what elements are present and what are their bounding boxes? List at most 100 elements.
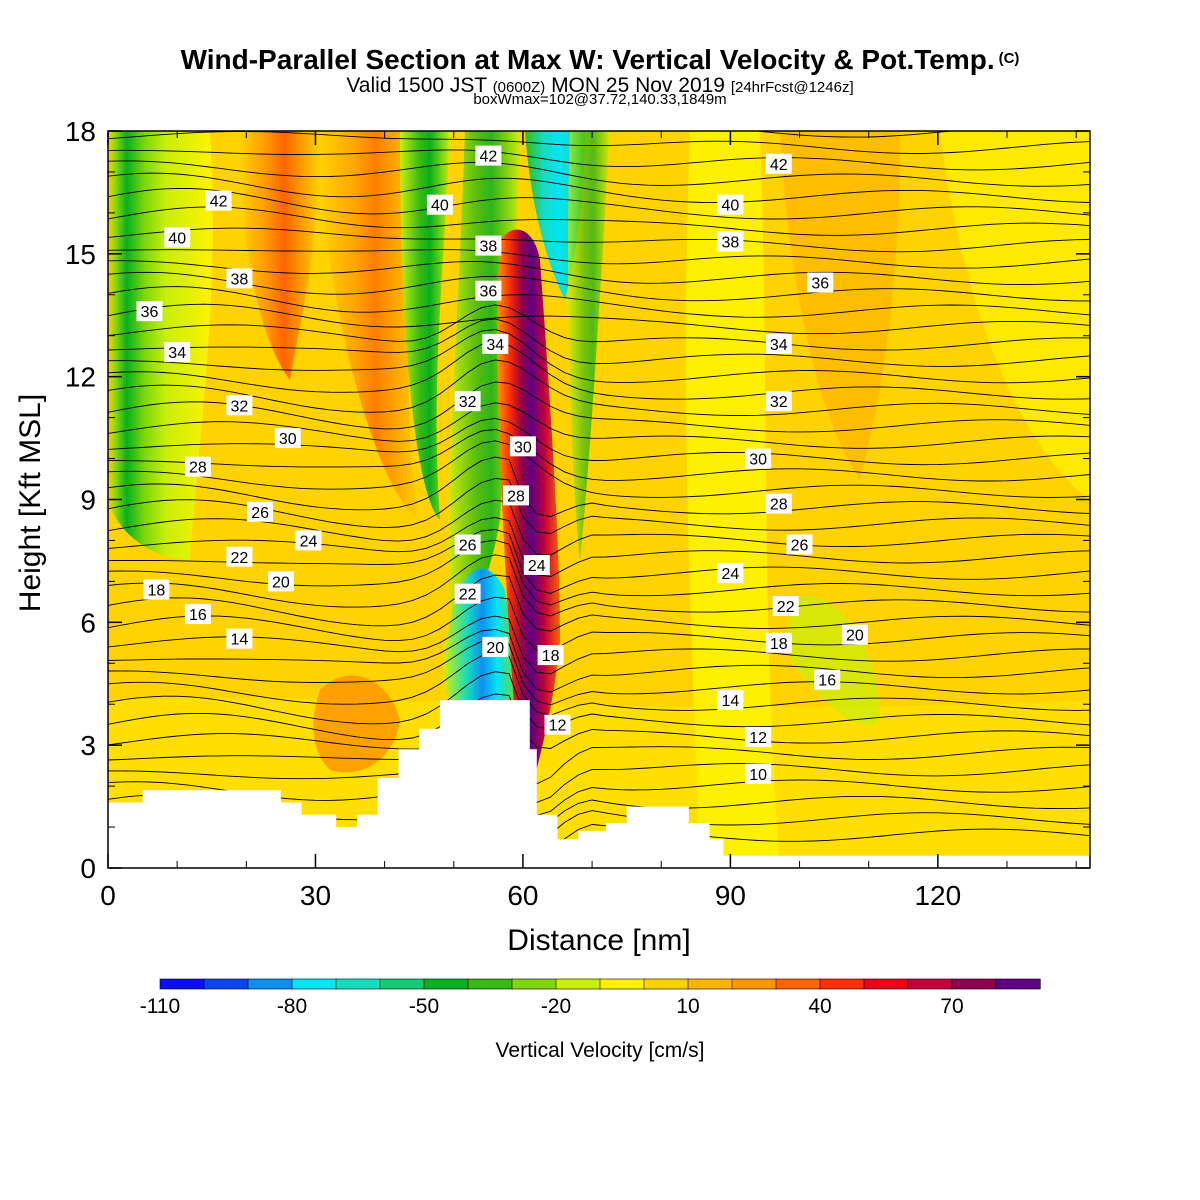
isentrope-label-text: 34 xyxy=(770,337,788,354)
x-axis-label: Distance [nm] xyxy=(507,924,690,957)
isentrope-label-text: 40 xyxy=(168,231,186,248)
isentrope-label: 26 xyxy=(247,501,274,522)
isentrope-label-bg xyxy=(772,596,799,616)
isentrope-label-text: 10 xyxy=(749,767,767,784)
isentrope-label-text: 26 xyxy=(791,538,809,555)
isentrope-label: 24 xyxy=(523,555,550,575)
isentrope-label-bg xyxy=(814,669,841,690)
isentrope-line xyxy=(108,206,1090,236)
isentrope-line xyxy=(108,402,1090,449)
isentrope-label: 30 xyxy=(509,436,536,457)
isentrope-label: 28 xyxy=(503,485,529,506)
isentrope-label: 30 xyxy=(745,448,772,469)
copyright-mark: (C) xyxy=(998,50,1020,67)
isentrope-line xyxy=(108,329,1090,384)
x-tick-label: 120 xyxy=(914,880,961,911)
isentrope-label: 42 xyxy=(475,145,502,166)
isentrope-label: 24 xyxy=(295,530,322,551)
isentrope-label-bg xyxy=(475,145,502,166)
colorbar-tick-label: 70 xyxy=(940,995,963,1018)
isentrope-label-bg xyxy=(503,485,529,506)
colorbar-swatch xyxy=(599,978,645,990)
isentrope-line xyxy=(108,318,1090,367)
isentrope-line xyxy=(751,131,957,138)
isentrope-label-bg xyxy=(482,636,509,657)
isentrope-label-bg xyxy=(765,391,792,412)
isentrope-label-text: 42 xyxy=(210,194,228,211)
isentrope-label: 34 xyxy=(164,342,191,363)
isentrope-label-bg xyxy=(544,714,571,735)
colorbar-tick-label: -20 xyxy=(541,995,571,1018)
y-axis-label: Height [Kft MSL] xyxy=(14,394,47,612)
colorbar-tick-label: 10 xyxy=(676,995,699,1018)
isentrope-line xyxy=(108,529,1090,594)
isentrope-label: 16 xyxy=(814,669,841,690)
chart-title: Wind-Parallel Section at Max W: Vertical… xyxy=(0,44,1200,76)
colorbar-swatch xyxy=(995,978,1041,990)
valid-date: MON 25 Nov 2019 xyxy=(551,74,725,97)
x-tick-label: 90 xyxy=(715,880,746,911)
colorbar-swatch xyxy=(775,978,821,990)
isentrope-label-bg xyxy=(745,727,772,747)
colorbar-swatch xyxy=(379,978,425,990)
isentrope-label: 40 xyxy=(164,227,191,248)
colorbar-swatch xyxy=(687,978,733,990)
isentrope-label-bg xyxy=(717,563,744,584)
isentrope-label-bg xyxy=(136,301,163,322)
isentrope-label-bg xyxy=(717,231,744,252)
isentrope-label: 16 xyxy=(184,604,211,625)
isentrope-label: 28 xyxy=(765,493,792,514)
isentrope-label: 32 xyxy=(454,391,481,412)
isentrope-label-bg xyxy=(226,546,253,567)
isentrope-label-bg xyxy=(164,342,191,363)
isentrope-label-text: 12 xyxy=(749,730,767,747)
terrain-area xyxy=(108,700,1090,868)
isentrope-label-text: 38 xyxy=(480,239,498,256)
isentrope-label: 20 xyxy=(267,571,294,592)
colorbar-swatch xyxy=(335,978,381,990)
terrain-mask xyxy=(108,700,1090,868)
field-region-mid-orange xyxy=(320,131,420,520)
isentrope-label-bg xyxy=(765,333,792,354)
colorbar-label: Vertical Velocity [cm/s] xyxy=(496,1039,705,1062)
isentrope-label: 34 xyxy=(482,333,509,354)
isentrope-label-bg xyxy=(717,690,744,711)
isentrope-line xyxy=(108,172,1090,204)
isentrope-lines xyxy=(108,131,1090,859)
isentrope-label-bg xyxy=(184,604,211,625)
isentrope-label-text: 24 xyxy=(722,566,740,583)
isentrope-label-text: 18 xyxy=(770,636,788,653)
isentrope-label-text: 26 xyxy=(251,505,269,522)
isentrope-label-text: 34 xyxy=(486,337,504,354)
valid-time: Valid 1500 JST xyxy=(346,74,487,97)
isentrope-label: 38 xyxy=(475,235,502,256)
isentrope-label-text: 24 xyxy=(528,558,546,575)
isentrope-label: 10 xyxy=(745,763,772,784)
colorbar-swatch xyxy=(467,978,513,990)
isentrope-line xyxy=(108,286,1090,318)
chart-box-info: boxWmax=102@37.72,140.33,1849m xyxy=(473,91,727,108)
isentrope-label: 22 xyxy=(772,596,799,616)
isentrope-label-text: 30 xyxy=(279,431,297,448)
colorbar-swatch xyxy=(247,978,293,990)
isentrope-label-text: 18 xyxy=(542,648,560,665)
isentrope-label: 12 xyxy=(544,714,571,735)
isentrope-label: 28 xyxy=(184,456,211,477)
isentrope-label: 26 xyxy=(454,534,481,555)
isentrope-line xyxy=(108,770,1090,816)
y-tick-label: 15 xyxy=(65,239,96,270)
colorbar-swatch xyxy=(555,978,601,990)
colorbar-tick-label: 40 xyxy=(808,995,831,1018)
field-region-east-green xyxy=(568,131,610,560)
x-tick-label: 60 xyxy=(507,880,538,911)
isentrope-label-bg xyxy=(164,227,191,248)
isentrope-label-bg xyxy=(274,428,301,449)
colorbar-swatch xyxy=(951,978,997,990)
isentrope-label: 20 xyxy=(482,636,509,657)
isentrope-label-text: 28 xyxy=(189,460,207,477)
isentrope-line xyxy=(108,652,1090,716)
isentrope-line xyxy=(108,227,1090,253)
isentrope-label-text: 36 xyxy=(141,304,159,321)
